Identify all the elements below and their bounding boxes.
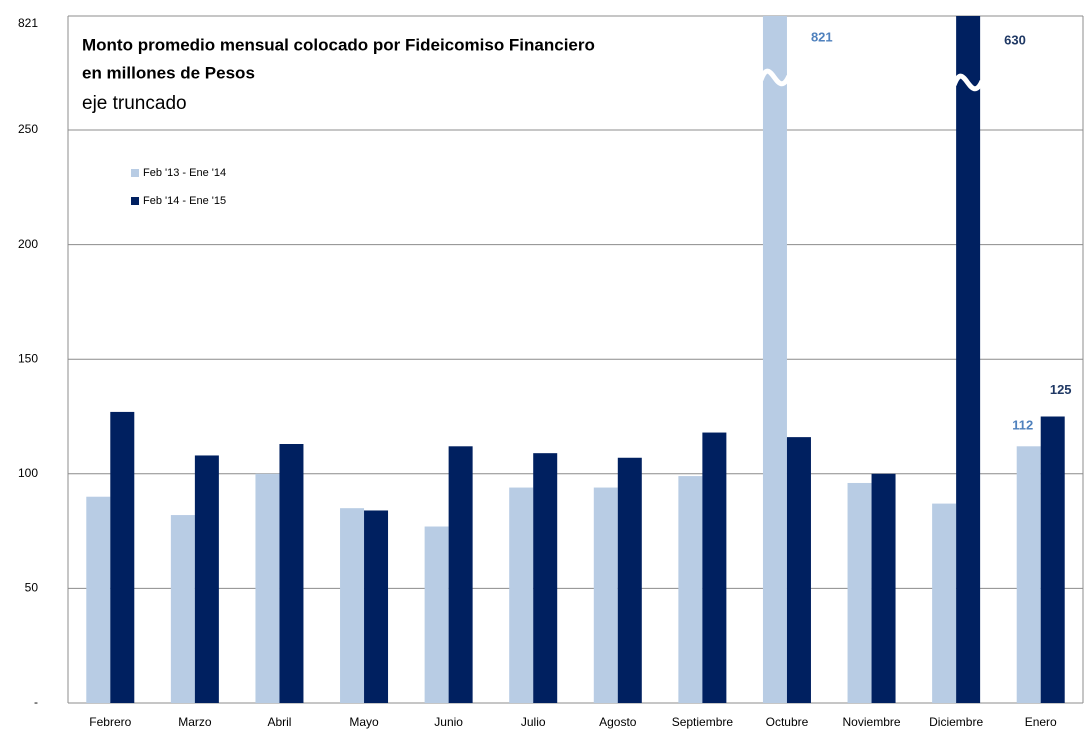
- bar: [448, 446, 473, 703]
- bar: [786, 437, 811, 703]
- chart-title: Monto promedio mensual colocado por Fide…: [82, 35, 595, 54]
- bar: [678, 476, 703, 703]
- x-tick-label: Noviembre: [843, 715, 901, 729]
- y-tick-label: 200: [18, 237, 38, 251]
- bar: [509, 487, 534, 703]
- bar: [110, 411, 135, 703]
- x-tick-label: Septiembre: [672, 715, 734, 729]
- bar: [424, 526, 449, 703]
- x-tick-label: Diciembre: [929, 715, 983, 729]
- data-label: 821: [811, 29, 833, 44]
- bar: [762, 16, 787, 703]
- data-label: 630: [1004, 32, 1026, 47]
- data-label: 125: [1050, 382, 1072, 397]
- legend-label: Feb '13 - Ene '14: [143, 167, 226, 179]
- x-tick-label: Marzo: [178, 715, 212, 729]
- bar: [871, 473, 896, 703]
- y-tick-label: 100: [18, 466, 38, 480]
- x-tick-label: Agosto: [599, 715, 637, 729]
- x-tick-label: Julio: [521, 715, 546, 729]
- legend-swatch: [131, 169, 139, 177]
- bar: [279, 444, 304, 703]
- bar: [255, 473, 280, 703]
- y-tick-label: 250: [18, 122, 38, 136]
- bar: [956, 16, 981, 703]
- y-tick-label: 150: [18, 351, 38, 365]
- bar: [1016, 446, 1041, 703]
- y-tick-label: 50: [25, 581, 39, 595]
- bar: [340, 508, 365, 703]
- axis-break: [758, 68, 792, 87]
- x-tick-label: Febrero: [89, 715, 131, 729]
- x-tick-label: Octubre: [766, 715, 809, 729]
- bar: [932, 503, 957, 703]
- bar: [1040, 416, 1065, 703]
- bar: [593, 487, 618, 703]
- y-tick-label: -: [34, 695, 38, 709]
- bar: [617, 457, 642, 703]
- data-label: 112: [1012, 418, 1033, 433]
- bar: [847, 482, 872, 703]
- bar: [364, 510, 389, 703]
- axis-break: [951, 73, 985, 92]
- bar: [170, 515, 195, 703]
- x-tick-label: Mayo: [349, 715, 379, 729]
- chart-title: en millones de Pesos: [82, 63, 255, 82]
- x-tick-label: Enero: [1025, 715, 1057, 729]
- bar: [702, 432, 727, 703]
- y-tick-label: 821: [18, 16, 38, 30]
- bar: [194, 455, 219, 703]
- x-tick-label: Junio: [434, 715, 463, 729]
- x-tick-label: Abril: [267, 715, 291, 729]
- chart-subtitle: eje truncado: [82, 93, 187, 114]
- legend-label: Feb '14 - Ene '15: [143, 195, 226, 207]
- bar: [86, 496, 111, 703]
- legend-swatch: [131, 197, 139, 205]
- bar: [533, 453, 558, 703]
